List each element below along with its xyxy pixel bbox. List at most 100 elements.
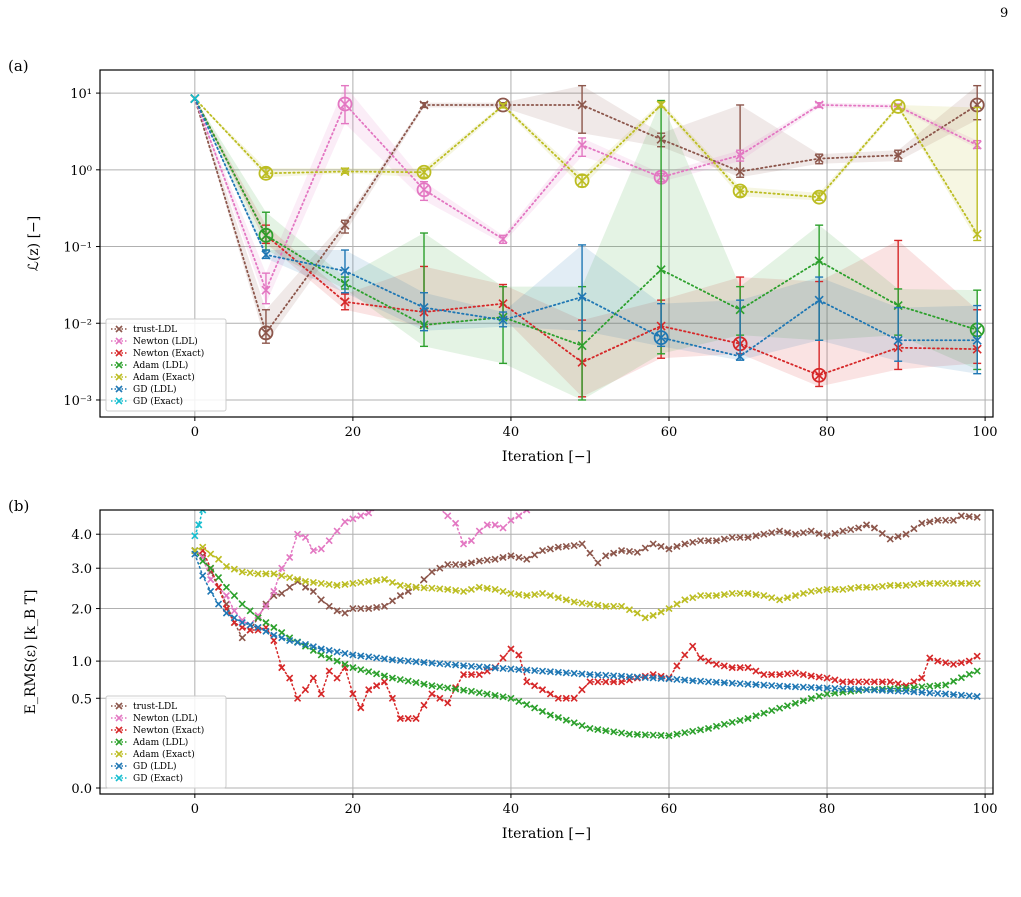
data-point — [594, 678, 602, 686]
data-point — [744, 589, 752, 598]
data-point — [388, 597, 396, 605]
data-point — [562, 542, 570, 550]
data-point — [531, 682, 539, 690]
data-point — [673, 730, 681, 738]
data-point — [467, 687, 475, 695]
data-point — [420, 575, 428, 584]
data-point — [602, 727, 610, 735]
y-tick-label: 10¹ — [70, 87, 92, 102]
data-point — [349, 651, 357, 659]
data-point — [207, 550, 215, 558]
data-point — [735, 186, 745, 196]
data-point — [301, 577, 310, 586]
data-point — [365, 686, 373, 694]
data-point — [340, 297, 350, 307]
legend-label: Adam (LDL) — [132, 737, 188, 748]
grid — [100, 510, 993, 794]
data-point — [523, 666, 531, 674]
data-point — [799, 683, 807, 691]
data-point — [814, 100, 824, 110]
data-point — [839, 678, 847, 686]
data-point — [720, 662, 728, 670]
data-point — [491, 555, 499, 563]
data-point — [965, 579, 973, 587]
data-point — [886, 581, 894, 589]
data-point — [238, 600, 246, 608]
data-point — [214, 583, 223, 591]
data-point — [839, 585, 847, 593]
data-point — [681, 729, 689, 737]
data-point — [949, 677, 958, 685]
data-point — [760, 709, 768, 717]
data-point — [902, 530, 910, 538]
data-point — [657, 542, 665, 550]
data-point — [459, 670, 468, 679]
data-point — [633, 673, 641, 681]
data-point — [886, 687, 894, 695]
highlight-marker — [416, 182, 432, 198]
data-point — [373, 654, 381, 662]
data-point — [498, 234, 508, 244]
data-point — [894, 581, 902, 589]
data-point — [546, 591, 555, 600]
data-point — [831, 684, 839, 692]
data-point — [523, 678, 531, 686]
highlight-marker — [653, 330, 669, 346]
data-point — [467, 662, 475, 670]
data-point — [760, 530, 768, 538]
data-point — [957, 674, 965, 682]
data-point — [515, 665, 523, 674]
x-tick-label: 100 — [973, 425, 998, 440]
data-point — [301, 640, 310, 649]
data-point — [776, 682, 784, 690]
data-point — [894, 687, 902, 695]
data-point — [697, 677, 705, 685]
x-axis-label: Iteration [−] — [502, 826, 591, 842]
data-point — [807, 694, 815, 703]
data-point — [294, 530, 302, 538]
data-point — [918, 683, 926, 691]
data-point — [878, 678, 886, 686]
data-point — [538, 686, 547, 694]
series-line — [194, 515, 978, 640]
highlight-marker — [495, 97, 511, 113]
x-tick-label: 60 — [661, 802, 678, 817]
data-point — [823, 532, 831, 540]
data-point — [546, 545, 555, 553]
error-bar — [815, 276, 824, 341]
data-point — [578, 540, 586, 548]
data-point — [570, 598, 578, 606]
data-point — [531, 590, 539, 599]
data-point — [459, 587, 468, 595]
data-point — [254, 623, 262, 632]
data-point — [554, 668, 562, 676]
data-point — [594, 559, 602, 567]
data-point — [610, 678, 618, 686]
data-point — [681, 596, 689, 604]
data-point — [309, 643, 317, 651]
data-point — [420, 658, 428, 666]
data-point — [483, 690, 491, 698]
highlight-marker — [337, 96, 353, 112]
legend-item-newton-ldl: Newton (LDL) — [111, 336, 198, 347]
data-point — [507, 645, 515, 653]
data-point — [578, 686, 586, 694]
highlight-marker — [574, 173, 590, 189]
legend-label: Adam (Exact) — [132, 372, 195, 383]
data-point — [246, 621, 254, 629]
data-point — [649, 540, 657, 548]
data-point — [499, 524, 507, 532]
data-point — [689, 727, 697, 735]
data-point — [262, 600, 270, 608]
series-gd-ldl — [191, 550, 981, 701]
series-line — [194, 553, 978, 698]
data-point — [419, 185, 429, 195]
data-point — [878, 582, 886, 590]
data-point — [420, 701, 428, 709]
data-point — [791, 530, 799, 538]
data-point — [712, 678, 720, 686]
data-point — [444, 684, 452, 692]
data-point — [862, 686, 871, 694]
data-point — [942, 579, 950, 587]
